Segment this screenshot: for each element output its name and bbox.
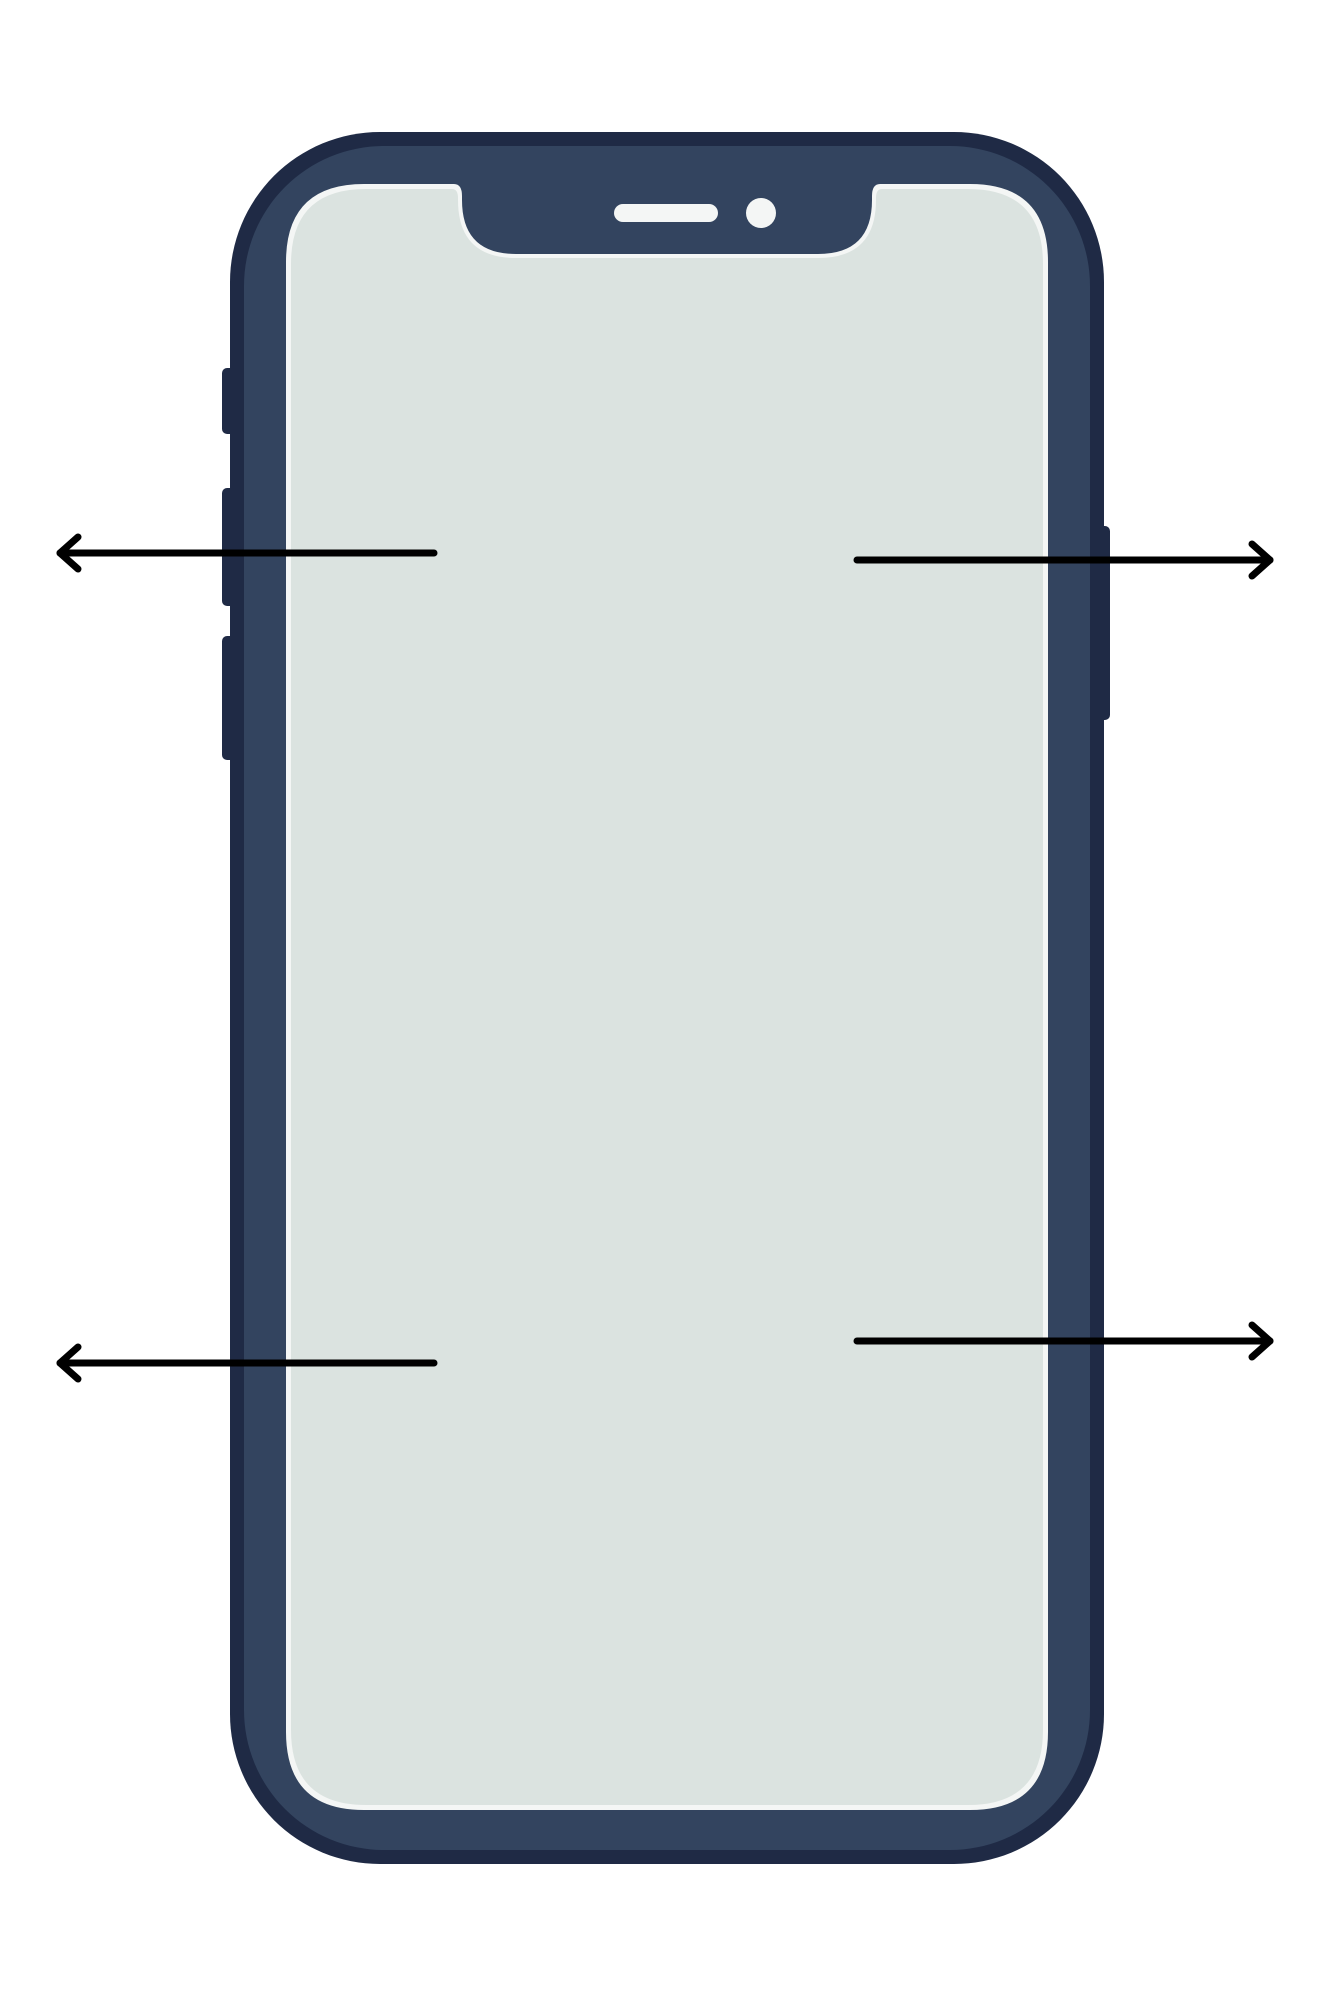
arrows xyxy=(56,533,1274,1383)
front-camera xyxy=(746,198,776,228)
arrow-left-icon xyxy=(56,1343,438,1383)
speaker-grille xyxy=(614,204,718,222)
arrow-right-icon xyxy=(853,540,1274,580)
arrow-right-icon xyxy=(853,1321,1274,1361)
arrow-left-icon xyxy=(56,533,438,573)
phone-screen xyxy=(291,189,1043,1805)
smartphone-outline-icon xyxy=(230,132,1104,1864)
